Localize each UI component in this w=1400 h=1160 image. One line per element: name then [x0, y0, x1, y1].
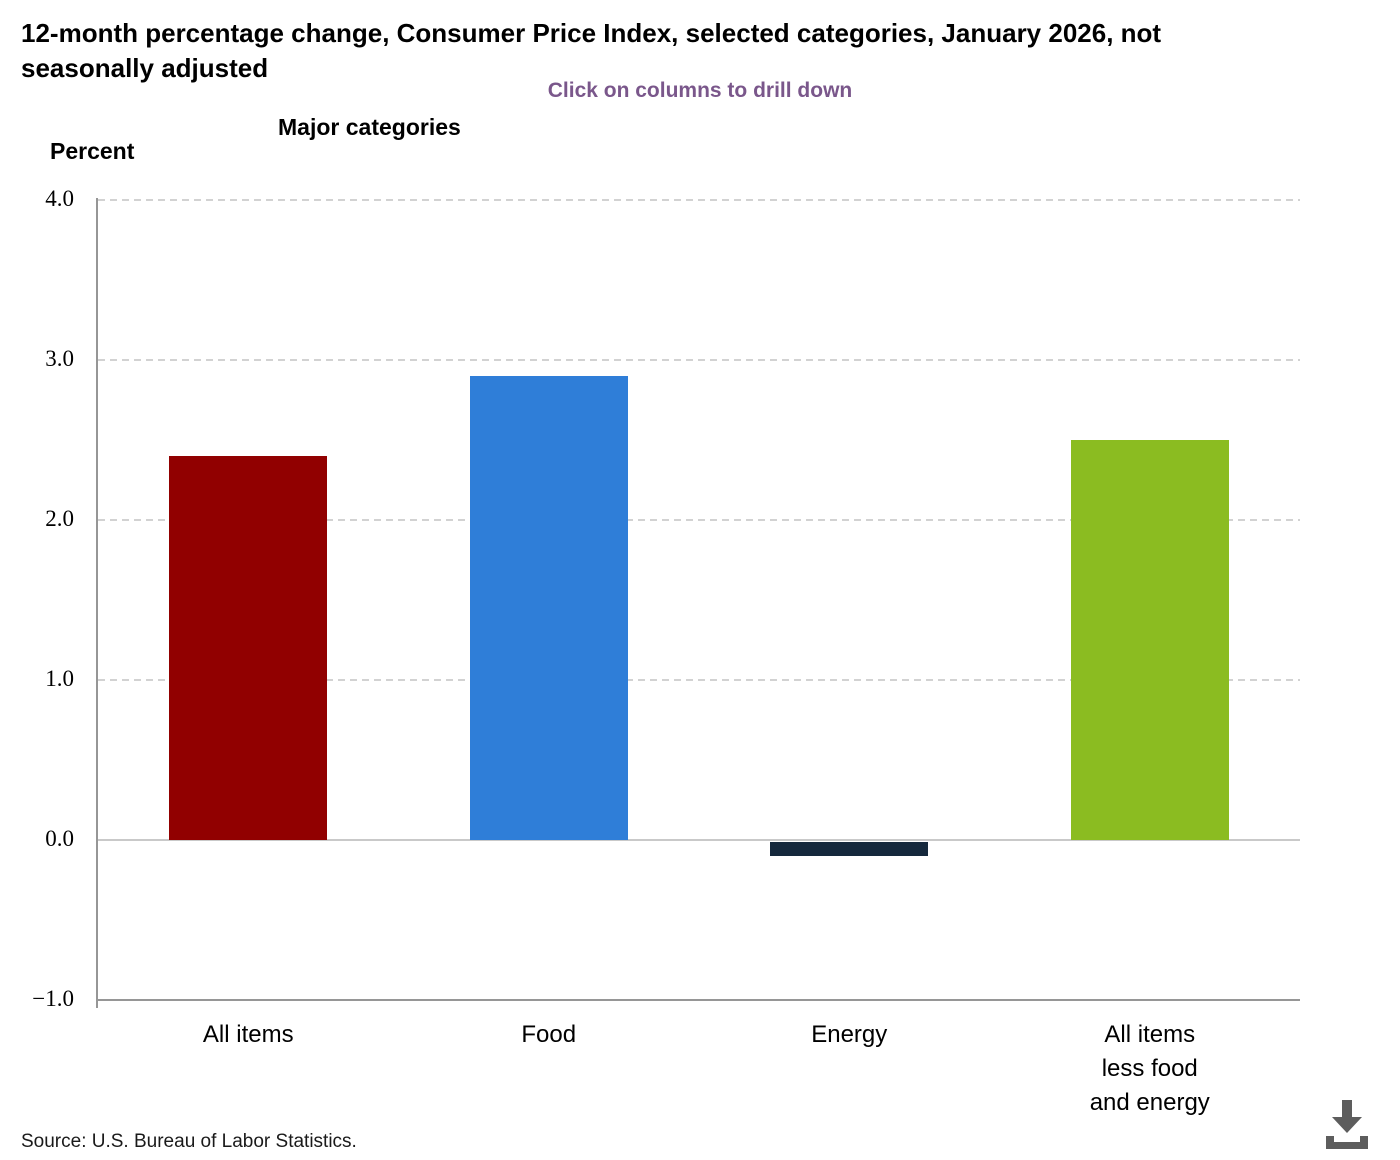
y-axis-title: Percent — [50, 138, 135, 164]
bar-all-items-less-food-and-energy[interactable] — [1070, 440, 1229, 840]
download-button[interactable] — [1324, 1098, 1370, 1150]
y-tick-1.0: 1.0 — [45, 666, 74, 691]
chart-title: 12-month percentage change, Consumer Pri… — [21, 16, 1161, 86]
bar-all-items[interactable] — [169, 456, 328, 840]
source-note: Source: U.S. Bureau of Labor Statistics. — [21, 1131, 357, 1152]
gridline-4.0 — [98, 199, 1300, 201]
gridline-1.0 — [98, 679, 1300, 681]
x-label-energy: Energy — [739, 1018, 959, 1052]
x-label-line: All items — [1104, 1021, 1196, 1048]
x-label-line: Food — [521, 1021, 577, 1048]
x-label-all-items-less-food-and-energy: All items less food and energy — [1040, 1018, 1260, 1120]
download-icon — [1326, 1100, 1368, 1149]
y-axis-line — [96, 198, 98, 1008]
chart-title-line-1: 12-month percentage change, Consumer Pri… — [21, 18, 1162, 48]
y-tick-0.0: 0.0 — [45, 826, 74, 851]
gridline-0.0 — [98, 839, 1300, 841]
x-label-line: All items — [202, 1021, 294, 1048]
x-axis-group-title: Major categories — [278, 114, 461, 140]
y-tick-4.0: 4.0 — [45, 186, 74, 211]
x-label-line: Energy — [811, 1021, 888, 1048]
x-label-line: less food — [1101, 1055, 1198, 1082]
gridline-−1.0 — [98, 999, 1300, 1001]
y-tick-2.0: 2.0 — [45, 506, 74, 531]
y-tick-−1.0: −1.0 — [32, 986, 74, 1011]
bar-food[interactable] — [469, 376, 628, 840]
chart-title-line-2: seasonally adjusted — [21, 53, 269, 83]
gridline-2.0 — [98, 519, 1300, 521]
x-label-all-items: All items — [138, 1018, 358, 1052]
chart-subtitle: Click on columns to drill down — [547, 79, 853, 102]
gridline-3.0 — [98, 359, 1300, 361]
bar-energy[interactable] — [770, 842, 929, 856]
x-label-line: and energy — [1089, 1089, 1210, 1116]
y-tick-3.0: 3.0 — [45, 346, 74, 371]
x-label-food: Food — [439, 1018, 659, 1052]
